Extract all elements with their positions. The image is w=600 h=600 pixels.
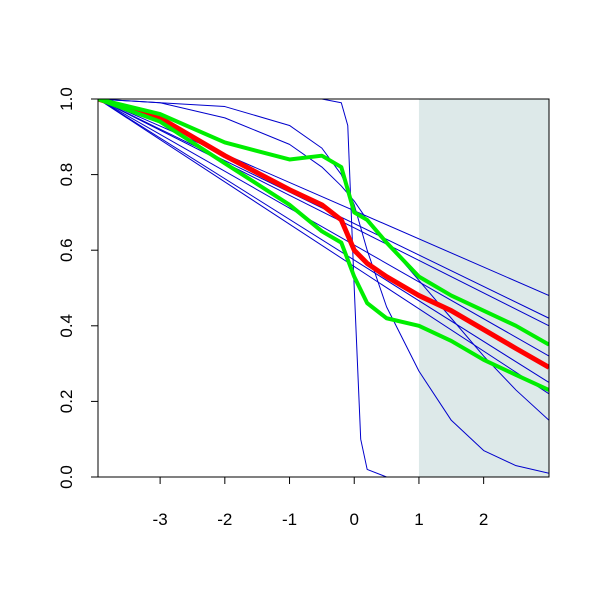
y-tick-label: 0.6 bbox=[57, 238, 76, 262]
x-tick-label: 0 bbox=[350, 510, 359, 529]
x-tick-label: -1 bbox=[282, 510, 297, 529]
x-tick-label: -2 bbox=[217, 510, 232, 529]
series-line bbox=[98, 99, 549, 370]
x-tick-label: -3 bbox=[153, 510, 168, 529]
x-tick-label: 2 bbox=[479, 510, 488, 529]
y-tick-label: 0.8 bbox=[57, 163, 76, 187]
y-tick-label: 0.2 bbox=[57, 390, 76, 414]
y-tick-label: 0.0 bbox=[57, 465, 76, 489]
y-tick-label: 0.4 bbox=[57, 314, 76, 338]
series-line bbox=[98, 99, 549, 327]
series-line bbox=[98, 99, 549, 383]
series-line bbox=[98, 99, 549, 357]
y-tick-label: 1.0 bbox=[57, 87, 76, 111]
series-line bbox=[98, 99, 549, 395]
series-line bbox=[98, 99, 549, 477]
plot-frame bbox=[97, 98, 550, 478]
series-line bbox=[98, 99, 549, 474]
series-line bbox=[98, 99, 549, 421]
x-tick-label: 1 bbox=[414, 510, 423, 529]
series-line bbox=[98, 99, 549, 347]
series-line bbox=[98, 99, 549, 392]
